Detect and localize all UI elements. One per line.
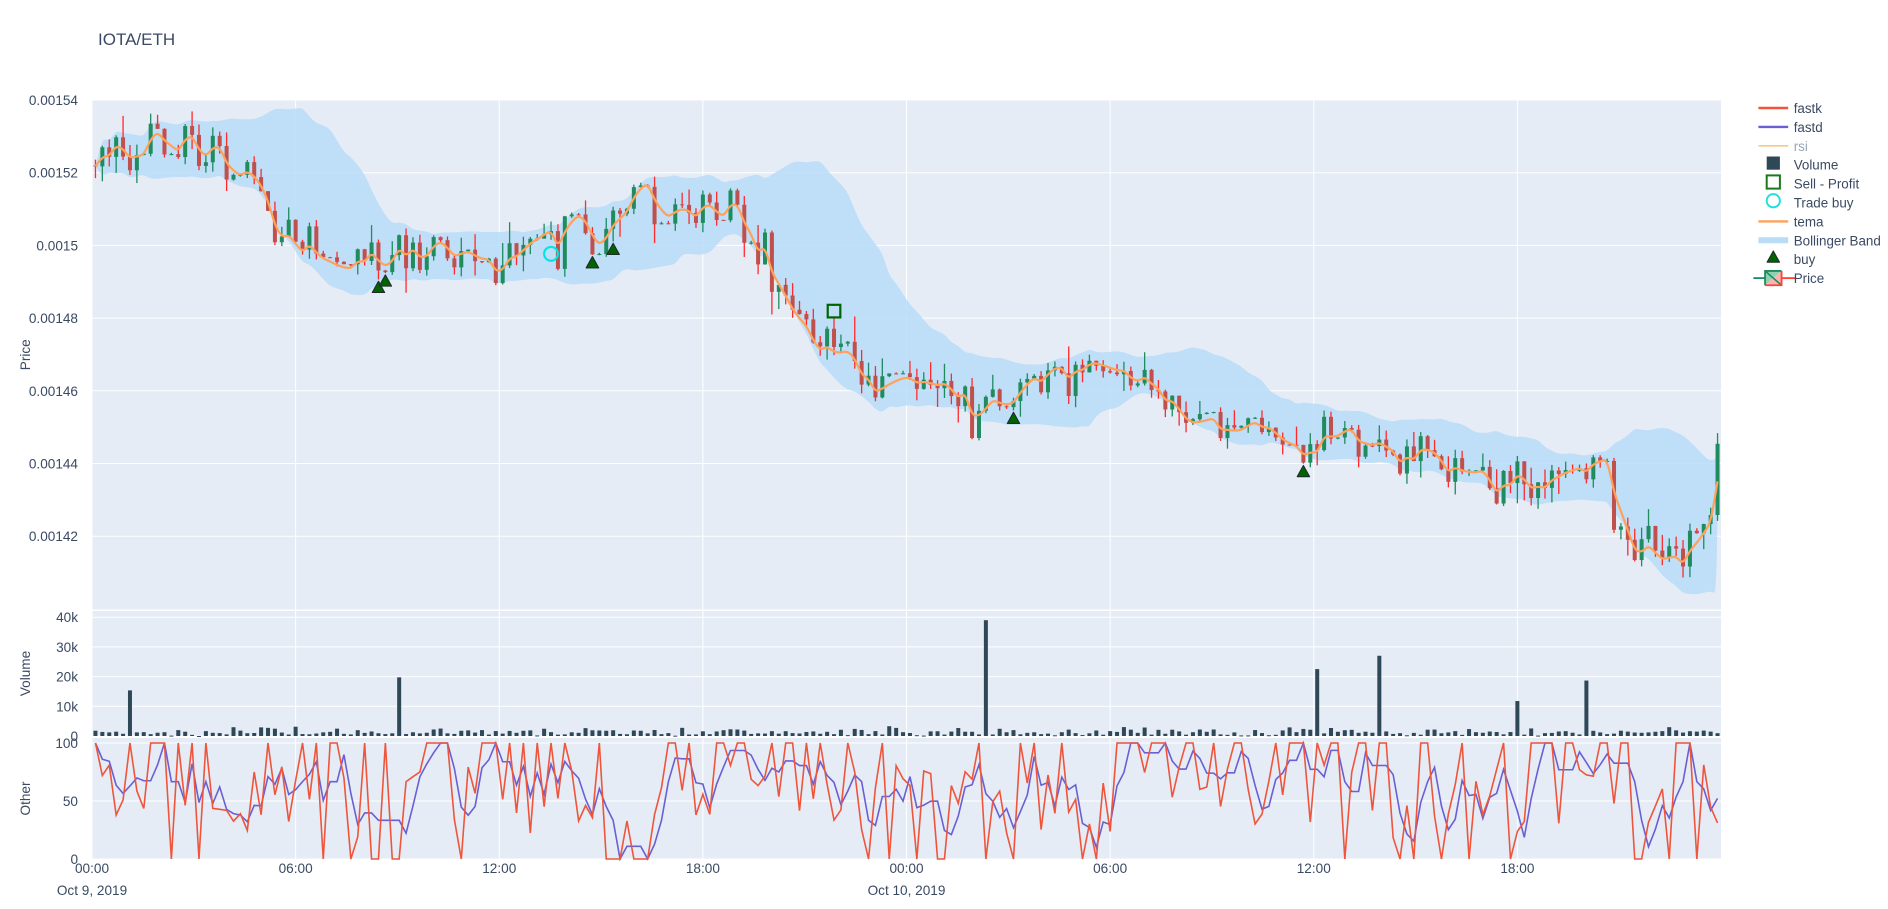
svg-text:Volume: Volume: [18, 651, 33, 696]
svg-text:Price: Price: [1794, 271, 1825, 286]
svg-text:100: 100: [55, 736, 78, 751]
svg-text:40k: 40k: [56, 610, 78, 625]
svg-text:Oct 9, 2019: Oct 9, 2019: [57, 883, 127, 898]
svg-text:buy: buy: [1794, 252, 1816, 267]
svg-text:fastd: fastd: [1794, 120, 1823, 135]
svg-text:Trade buy: Trade buy: [1794, 196, 1854, 211]
svg-text:fastk: fastk: [1794, 101, 1823, 116]
svg-text:Oct 10, 2019: Oct 10, 2019: [868, 883, 946, 898]
svg-text:00:00: 00:00: [75, 861, 109, 876]
svg-text:12:00: 12:00: [482, 861, 516, 876]
svg-text:Other: Other: [18, 781, 33, 815]
svg-text:30k: 30k: [56, 640, 78, 655]
svg-text:18:00: 18:00: [686, 861, 720, 876]
svg-text:tema: tema: [1794, 214, 1824, 229]
svg-text:0.00154: 0.00154: [29, 93, 79, 108]
svg-text:Price: Price: [18, 339, 33, 370]
svg-text:Sell - Profit: Sell - Profit: [1794, 177, 1860, 192]
svg-text:0.0015: 0.0015: [36, 238, 78, 253]
svg-text:Volume: Volume: [1794, 158, 1839, 173]
svg-text:0.00152: 0.00152: [29, 166, 78, 181]
svg-text:50: 50: [63, 794, 79, 809]
svg-text:12:00: 12:00: [1297, 861, 1331, 876]
svg-text:06:00: 06:00: [1093, 861, 1127, 876]
svg-text:0.00142: 0.00142: [29, 529, 78, 544]
svg-text:10k: 10k: [56, 699, 78, 714]
svg-text:00:00: 00:00: [889, 861, 923, 876]
svg-text:0.00144: 0.00144: [29, 457, 79, 472]
svg-text:20k: 20k: [56, 670, 78, 685]
svg-text:Bollinger Band: Bollinger Band: [1794, 233, 1881, 248]
svg-text:18:00: 18:00: [1500, 861, 1534, 876]
svg-text:rsi: rsi: [1794, 139, 1808, 154]
svg-text:06:00: 06:00: [279, 861, 313, 876]
svg-text:0.00146: 0.00146: [29, 384, 78, 399]
svg-text:0.00148: 0.00148: [29, 311, 78, 326]
